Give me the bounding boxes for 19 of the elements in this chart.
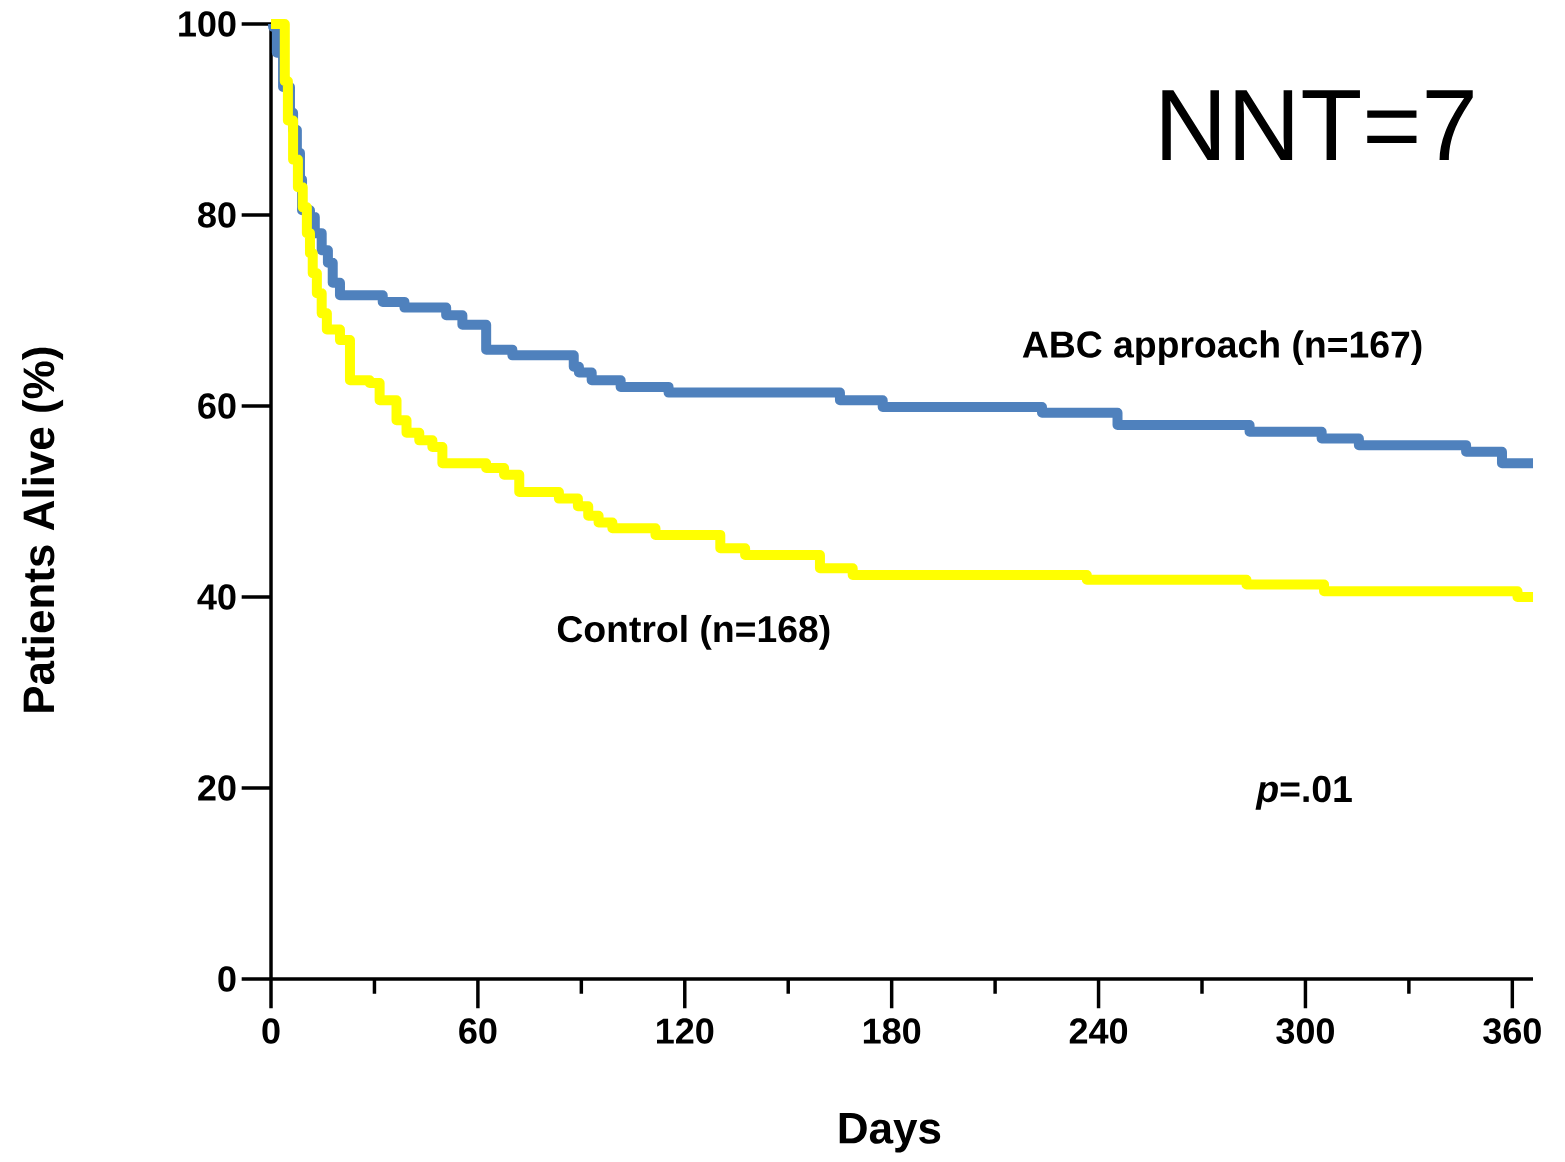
x-tick-label: 0 xyxy=(262,1018,280,1044)
y-tick-label: 20 xyxy=(198,775,236,801)
y-tick-label: 100 xyxy=(179,11,236,37)
y-tick-label: 40 xyxy=(197,584,236,610)
x-tick-label: 120 xyxy=(657,1018,714,1044)
y-axis-title: Patients Alive (%) xyxy=(22,347,64,712)
x-tick-label: 180 xyxy=(863,1018,921,1044)
x-tick-label: 300 xyxy=(1276,1018,1334,1044)
y-tick-label: 60 xyxy=(198,393,236,419)
annotation: NNT=7 xyxy=(1162,90,1473,161)
x-tick-label: 240 xyxy=(1069,1018,1128,1044)
y-tick-label: 0 xyxy=(218,966,236,992)
series-label: ABC approach (n=167) xyxy=(1022,330,1422,366)
annotation: p=.01 xyxy=(1255,775,1352,810)
y-tick-label: 80 xyxy=(198,202,236,228)
x-tick-label: 360 xyxy=(1483,1018,1541,1044)
x-tick-label: 60 xyxy=(459,1018,497,1044)
series-label: Control (n=168) xyxy=(557,614,830,650)
x-axis-title: Days xyxy=(839,1113,941,1153)
